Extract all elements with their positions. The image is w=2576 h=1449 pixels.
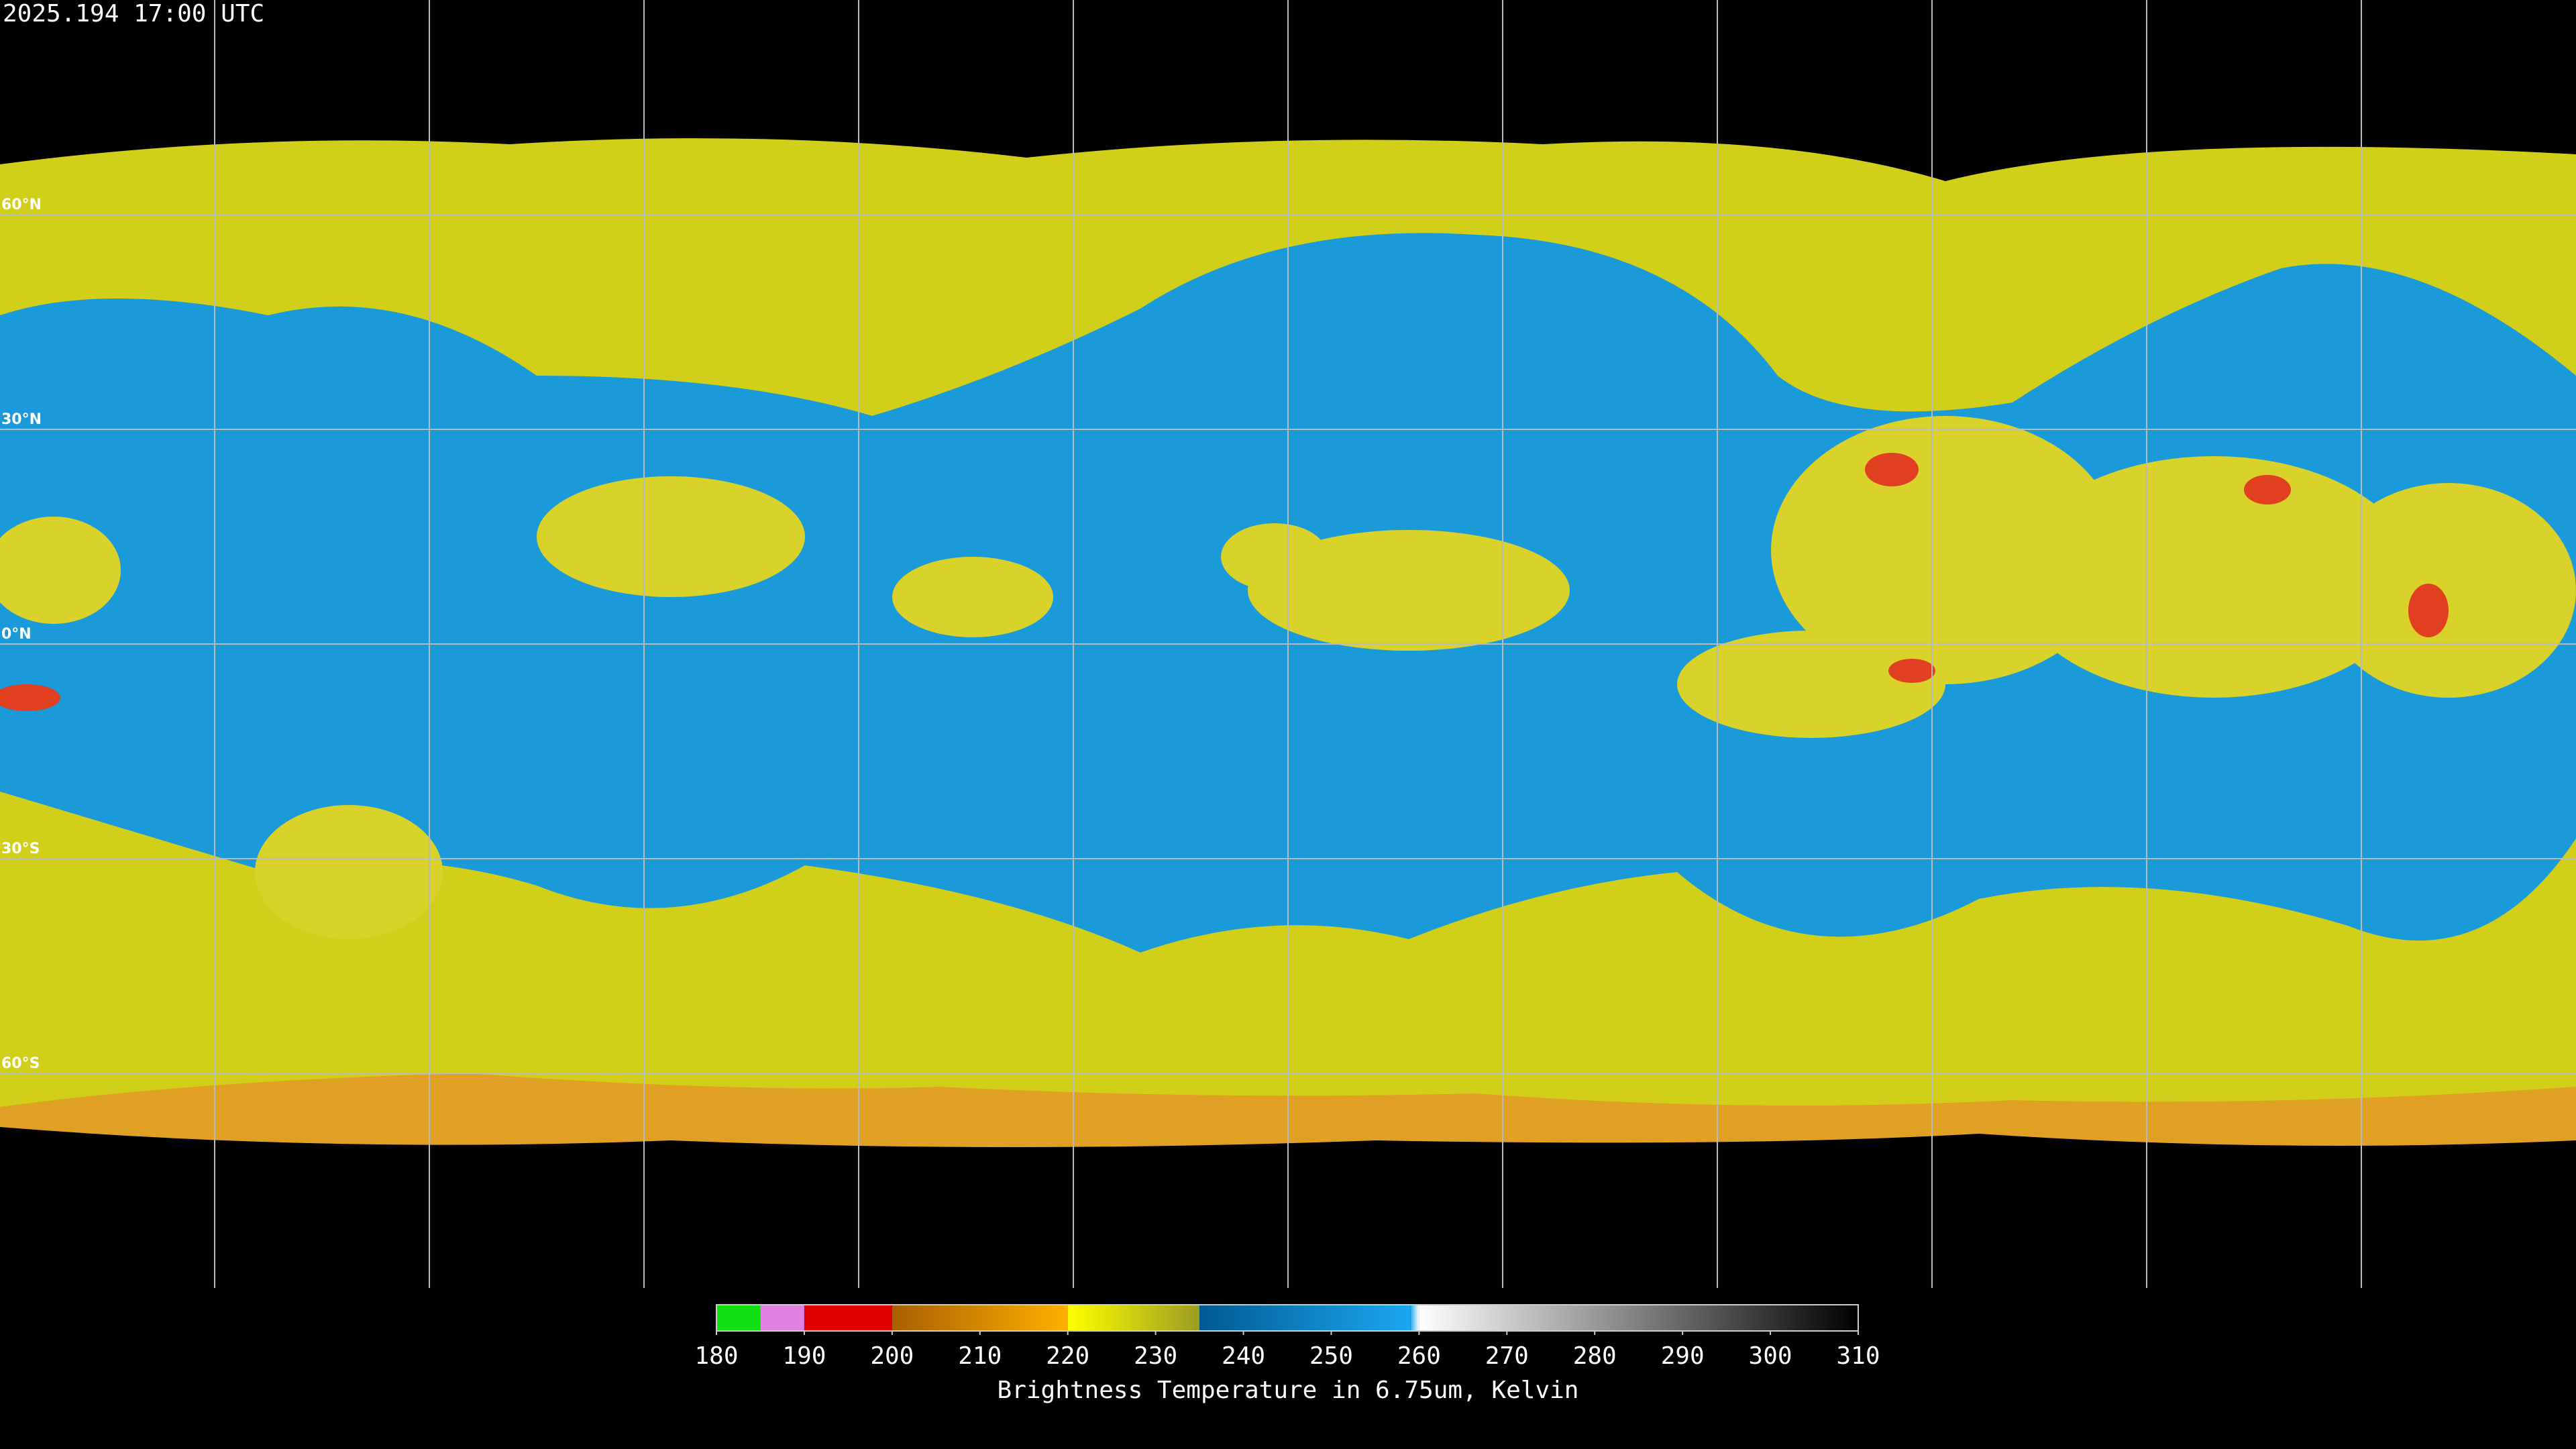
colorbar-tick-label: 250: [1309, 1342, 1353, 1370]
colorbar-tick-label: 190: [782, 1342, 826, 1370]
latitude-label: 30°S: [1, 841, 40, 857]
colorbar-segment: [1410, 1305, 1419, 1331]
colorbar-tick-label: 220: [1046, 1342, 1089, 1370]
colorbar-tick-label: 280: [1573, 1342, 1617, 1370]
timestamp: 2025.194 17:00 UTC: [3, 0, 264, 28]
colorbar-tick-label: 270: [1485, 1342, 1529, 1370]
colorbar-tick-label: 180: [694, 1342, 738, 1370]
colorbar-tick-label: 300: [1749, 1342, 1792, 1370]
latitude-label: 60°N: [1, 197, 42, 213]
colorbar-segment: [892, 1305, 1068, 1331]
colorbar-segment: [716, 1305, 761, 1331]
colorbar-tick-label: 290: [1661, 1342, 1705, 1370]
colorbar-segment: [1067, 1305, 1200, 1331]
latitude-label: 0°N: [1, 626, 32, 643]
latitude-label: 60°S: [1, 1055, 40, 1072]
colorbar-tick-label: 200: [870, 1342, 914, 1370]
colorbar-segment: [760, 1305, 804, 1331]
colorbar-tick-label: 210: [958, 1342, 1002, 1370]
colorbar-tick-label: 230: [1134, 1342, 1177, 1370]
colorbar-tick-label: 260: [1397, 1342, 1441, 1370]
latitude-label: 30°N: [1, 411, 42, 428]
graticule: [0, 0, 2576, 1288]
colorbar-frame: [716, 1304, 1859, 1332]
colorbar-segment: [1419, 1305, 1858, 1331]
cloud-clusters: [0, 416, 2576, 939]
colorbar-title: Brightness Temperature in 6.75um, Kelvin: [998, 1377, 1579, 1404]
colorbar-tick-label: 310: [1836, 1342, 1880, 1370]
cold-tops: [0, 453, 2449, 711]
colorbar-tick-label: 240: [1222, 1342, 1265, 1370]
colorbar-segment: [804, 1305, 892, 1331]
colorbar-segment: [1199, 1305, 1411, 1331]
